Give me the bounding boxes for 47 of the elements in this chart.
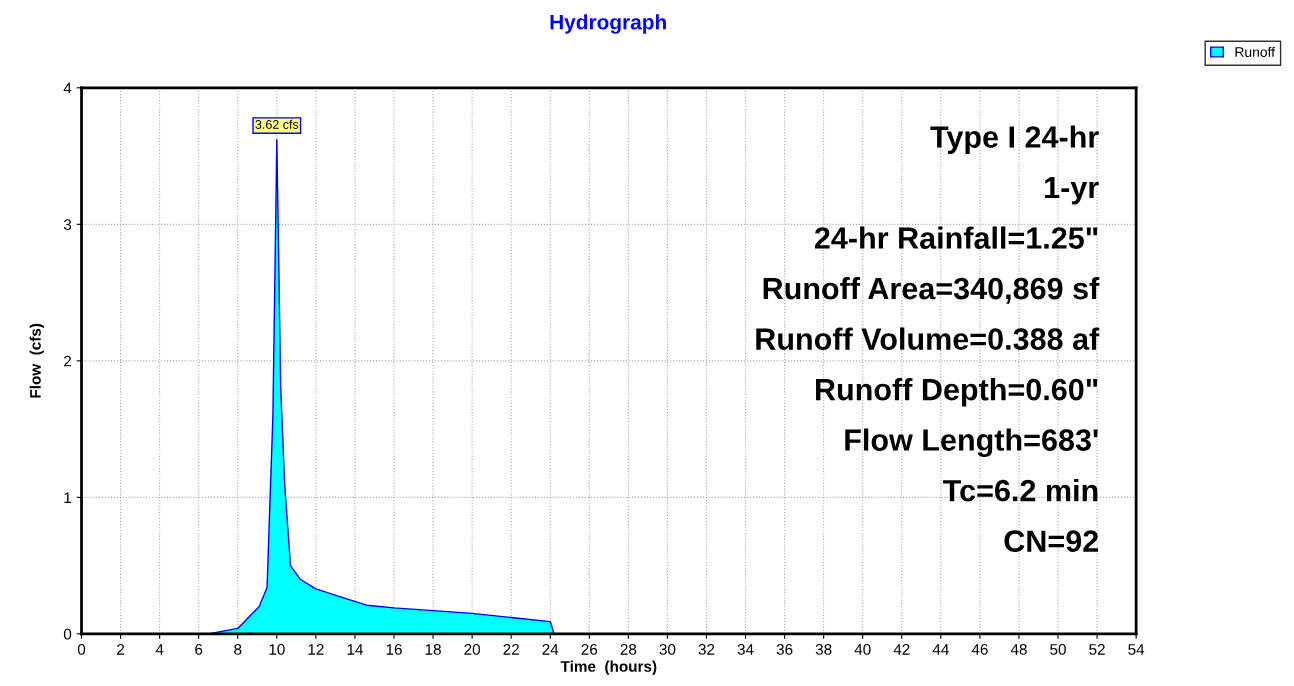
y-tick-label: 1 (64, 492, 72, 503)
x-tick-label: 54 (1128, 644, 1145, 655)
x-tick-label: 22 (503, 643, 519, 655)
x-tick-label: 6 (195, 643, 203, 655)
x-tick-label: 42 (893, 643, 910, 655)
annotation: Runoff Volume=0.388 af (756, 327, 1100, 350)
x-tick-label: 10 (269, 643, 285, 655)
x-axis-title: Time (hours) (560, 660, 657, 675)
x-tick-label: 26 (581, 643, 598, 655)
x-tick-label: 34 (737, 643, 754, 655)
x-tick-label: 52 (1089, 643, 1105, 655)
x-tick-label: 8 (234, 643, 242, 655)
legend-label: Runoff (1235, 46, 1276, 57)
y-tick-label: 3 (63, 219, 72, 231)
x-tick-label: 50 (1050, 643, 1066, 655)
x-tick-label: 44 (932, 644, 949, 655)
x-tick-label: 46 (971, 643, 988, 655)
x-tick-label: 30 (659, 643, 676, 655)
x-tick-label: 28 (620, 643, 637, 655)
x-tick-label: 16 (386, 643, 402, 655)
annotation: Runoff Area=340,869 sf (763, 276, 1100, 304)
x-tick-label: 36 (776, 643, 793, 655)
y-tick-label: 4 (63, 82, 72, 94)
annotation: 3.62 cfs (255, 119, 299, 129)
annotation: 24-hr Rainfall=1.25" (814, 226, 1098, 249)
x-tick-label: 14 (347, 644, 363, 655)
y-axis-title: Flow (cfs) (29, 323, 44, 398)
chart-title: Hydrograph (550, 14, 666, 34)
x-tick-label: 18 (425, 643, 441, 655)
annotation: Type I 24-hr (930, 125, 1099, 154)
y-tick-label: 2 (64, 355, 72, 367)
x-tick-label: 12 (308, 643, 324, 655)
x-tick-label: 24 (542, 643, 559, 655)
x-tick-label: 40 (854, 643, 871, 655)
annotation: Tc=6.2 min (943, 479, 1098, 502)
x-tick-label: 38 (815, 643, 832, 655)
annotation: Runoff Depth=0.60" (816, 377, 1098, 407)
x-tick-label: 0 (77, 643, 86, 655)
x-tick-label: 48 (1010, 643, 1027, 655)
x-tick-label: 4 (155, 644, 164, 655)
annotation: 1-yr (1045, 177, 1099, 205)
annotation: Flow Length=683' (845, 428, 1098, 458)
annotation: CN=92 (1004, 530, 1098, 552)
x-tick-label: 32 (698, 643, 715, 655)
x-tick-label: 2 (117, 643, 125, 655)
x-tick-label: 20 (464, 643, 481, 655)
y-tick-label: 0 (63, 628, 72, 640)
